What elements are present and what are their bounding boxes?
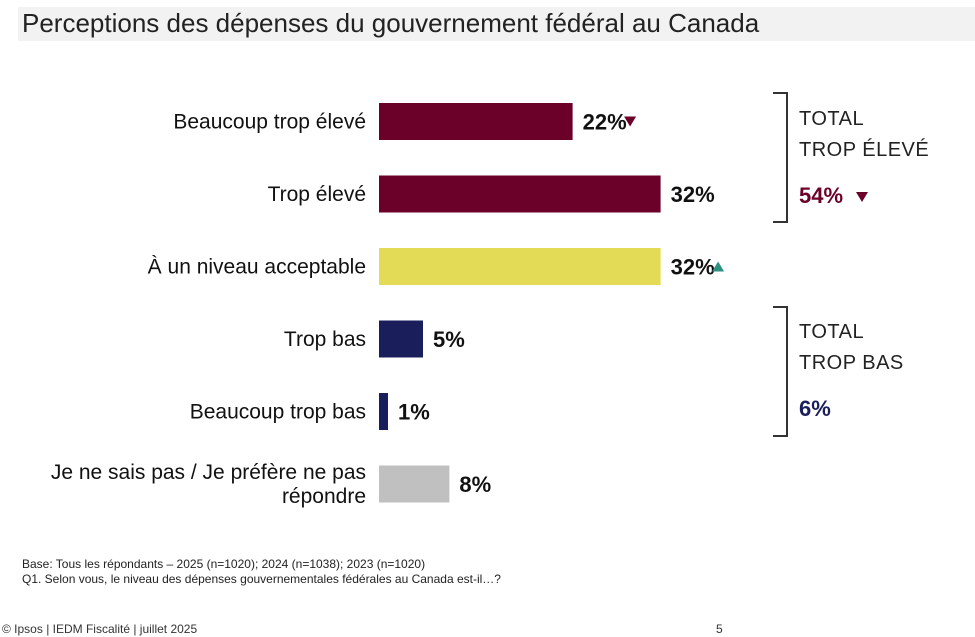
bar-2 bbox=[379, 248, 661, 285]
group-low-value: 6% bbox=[799, 396, 831, 421]
category-label-5-1: répondre bbox=[282, 485, 366, 508]
category-label-2-0: À un niveau acceptable bbox=[148, 256, 366, 279]
category-label-0-0: Beaucoup trop élevé bbox=[173, 111, 366, 134]
bar-0 bbox=[379, 103, 573, 140]
bar-1 bbox=[379, 175, 661, 213]
down-triangle-icon bbox=[856, 192, 869, 203]
group-low-title-line1: TOTAL bbox=[799, 321, 865, 343]
bar-5 bbox=[379, 465, 450, 503]
value-label-1: 32% bbox=[671, 182, 715, 207]
value-label-2: 32% bbox=[671, 255, 715, 280]
category-label-3-0: Trop bas bbox=[284, 328, 366, 351]
page-number: 5 bbox=[716, 622, 723, 636]
up-triangle-icon-2 bbox=[712, 261, 725, 272]
bar-3 bbox=[379, 320, 423, 358]
group-low-title: TOTAL TROP BAS bbox=[799, 317, 904, 379]
value-label-4: 1% bbox=[398, 400, 430, 425]
category-label-5-0: Je ne sais pas / Je préfère ne pas bbox=[51, 461, 366, 484]
title-band: Perceptions des dépenses du gouvernement… bbox=[18, 7, 975, 41]
footer-source: © Ipsos | IEDM Fiscalité | juillet 2025 bbox=[2, 622, 198, 636]
down-triangle-icon-0 bbox=[624, 116, 637, 127]
group-low-title-line2: TROP BAS bbox=[799, 352, 904, 374]
bracket-high bbox=[773, 92, 788, 223]
page-title: Perceptions des dépenses du gouvernement… bbox=[22, 8, 760, 38]
value-label-0: 22% bbox=[583, 110, 627, 135]
category-label-4-0: Beaucoup trop bas bbox=[190, 401, 366, 424]
category-label-1-0: Trop élevé bbox=[268, 183, 366, 206]
bar-4 bbox=[379, 393, 388, 430]
group-high-title: TOTAL TROP ÉLEVÉ bbox=[799, 104, 929, 166]
value-label-3: 5% bbox=[433, 327, 465, 352]
bracket-low bbox=[773, 306, 788, 437]
group-high-value-text: 54% bbox=[799, 183, 844, 208]
value-label-5: 8% bbox=[459, 472, 491, 497]
footnote-base: Base: Tous les répondants – 2025 (n=1020… bbox=[22, 557, 426, 571]
group-high-title-line1: TOTAL bbox=[799, 108, 865, 130]
group-high-title-line2: TROP ÉLEVÉ bbox=[799, 139, 930, 161]
footnote-question: Q1. Selon vous, le niveau des dépenses g… bbox=[22, 572, 501, 586]
group-high-value: 54% bbox=[799, 183, 869, 209]
